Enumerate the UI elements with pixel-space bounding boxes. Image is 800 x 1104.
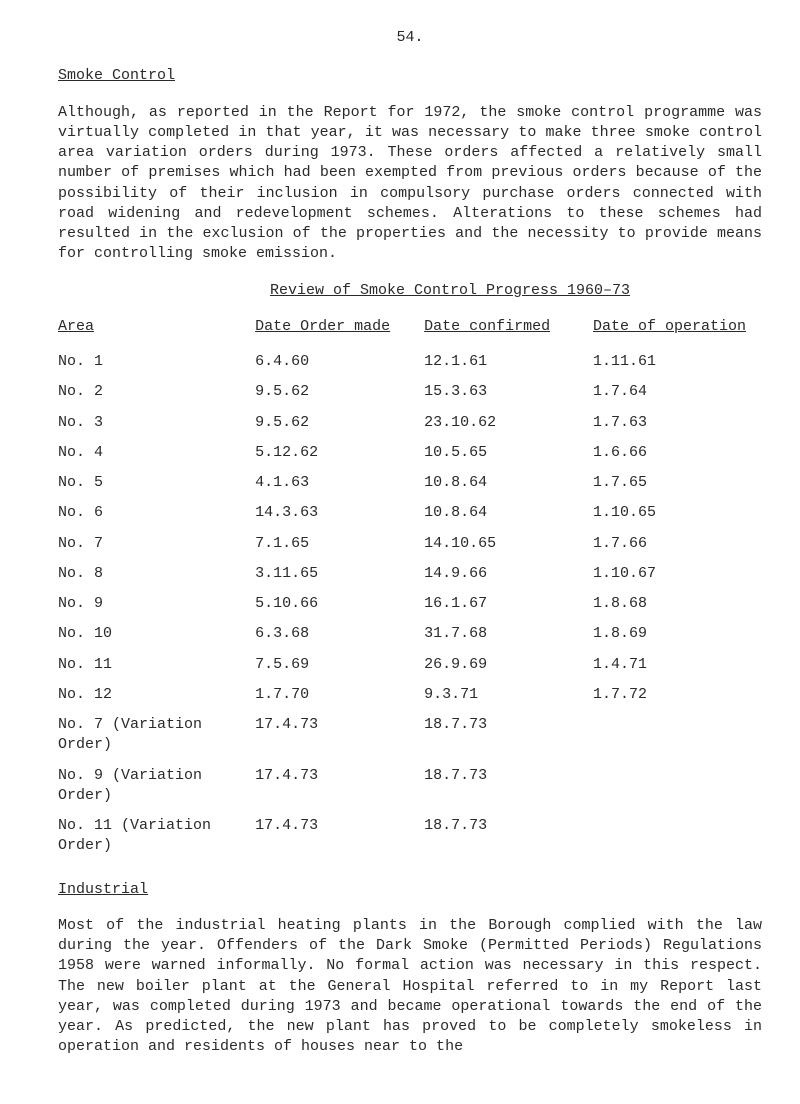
cell-operation: 1.7.66 xyxy=(593,529,762,559)
col-header-confirmed: Date confirmed xyxy=(424,313,593,347)
cell-confirmed: 12.1.61 xyxy=(424,347,593,377)
section-heading-industrial: Industrial xyxy=(58,880,762,900)
table-row: No. 39.5.6223.10.621.7.63 xyxy=(58,408,762,438)
review-title: Review of Smoke Control Progress 1960–73 xyxy=(138,281,762,301)
col-header-area: Area xyxy=(58,313,255,347)
page-number: 54. xyxy=(58,28,762,48)
cell-area: No. 7 xyxy=(58,529,255,559)
cell-operation: 1.6.66 xyxy=(593,438,762,468)
cell-confirmed: 14.9.66 xyxy=(424,559,593,589)
cell-area: No. 6 xyxy=(58,498,255,528)
cell-made: 5.12.62 xyxy=(255,438,424,468)
cell-made: 7.5.69 xyxy=(255,650,424,680)
cell-made: 7.1.65 xyxy=(255,529,424,559)
cell-made: 17.4.73 xyxy=(255,710,424,761)
cell-operation: 1.11.61 xyxy=(593,347,762,377)
cell-confirmed: 10.5.65 xyxy=(424,438,593,468)
cell-made: 14.3.63 xyxy=(255,498,424,528)
table-row: No. 7 (Variation Order)17.4.7318.7.73 xyxy=(58,710,762,761)
cell-confirmed: 23.10.62 xyxy=(424,408,593,438)
cell-confirmed: 18.7.73 xyxy=(424,710,593,761)
table-row: No. 121.7.709.3.711.7.72 xyxy=(58,680,762,710)
cell-area: No. 10 xyxy=(58,619,255,649)
cell-made: 3.11.65 xyxy=(255,559,424,589)
cell-operation xyxy=(593,761,762,812)
table-row: No. 117.5.6926.9.691.4.71 xyxy=(58,650,762,680)
table-row: No. 614.3.6310.8.641.10.65 xyxy=(58,498,762,528)
review-table: Area Date Order made Date confirmed Date… xyxy=(58,313,762,862)
paragraph-intro: Although, as reported in the Report for … xyxy=(58,103,762,265)
cell-confirmed: 18.7.73 xyxy=(424,761,593,812)
cell-area: No. 9 xyxy=(58,589,255,619)
cell-operation: 1.8.69 xyxy=(593,619,762,649)
cell-confirmed: 15.3.63 xyxy=(424,377,593,407)
cell-operation: 1.7.64 xyxy=(593,377,762,407)
table-row: No. 29.5.6215.3.631.7.64 xyxy=(58,377,762,407)
table-row: No. 45.12.6210.5.651.6.66 xyxy=(58,438,762,468)
cell-made: 1.7.70 xyxy=(255,680,424,710)
table-body: No. 16.4.6012.1.611.11.61 No. 29.5.6215.… xyxy=(58,347,762,862)
cell-area: No. 1 xyxy=(58,347,255,377)
table-row: No. 95.10.6616.1.671.8.68 xyxy=(58,589,762,619)
cell-made: 6.4.60 xyxy=(255,347,424,377)
table-row: No. 9 (Variation Order)17.4.7318.7.73 xyxy=(58,761,762,812)
table-row: No. 11 (Variation Order)17.4.7318.7.73 xyxy=(58,811,762,862)
cell-operation: 1.4.71 xyxy=(593,650,762,680)
cell-confirmed: 26.9.69 xyxy=(424,650,593,680)
paragraph-industrial: Most of the industrial heating plants in… xyxy=(58,916,762,1058)
cell-area: No. 4 xyxy=(58,438,255,468)
cell-confirmed: 10.8.64 xyxy=(424,498,593,528)
col-header-operation: Date of operation xyxy=(593,313,762,347)
table-row: No. 106.3.6831.7.681.8.69 xyxy=(58,619,762,649)
cell-confirmed: 31.7.68 xyxy=(424,619,593,649)
table-header-row: Area Date Order made Date confirmed Date… xyxy=(58,313,762,347)
cell-operation: 1.7.72 xyxy=(593,680,762,710)
cell-made: 6.3.68 xyxy=(255,619,424,649)
cell-area: No. 7 (Variation Order) xyxy=(58,710,255,761)
cell-confirmed: 10.8.64 xyxy=(424,468,593,498)
cell-made: 9.5.62 xyxy=(255,377,424,407)
cell-area: No. 3 xyxy=(58,408,255,438)
cell-area: No. 11 xyxy=(58,650,255,680)
cell-area: No. 2 xyxy=(58,377,255,407)
cell-operation: 1.8.68 xyxy=(593,589,762,619)
cell-area: No. 11 (Variation Order) xyxy=(58,811,255,862)
cell-made: 5.10.66 xyxy=(255,589,424,619)
cell-confirmed: 9.3.71 xyxy=(424,680,593,710)
cell-area: No. 8 xyxy=(58,559,255,589)
cell-operation xyxy=(593,811,762,862)
section-heading-smoke-control: Smoke Control xyxy=(58,66,762,86)
cell-operation xyxy=(593,710,762,761)
page: 54. Smoke Control Although, as reported … xyxy=(0,0,800,1104)
cell-operation: 1.7.63 xyxy=(593,408,762,438)
cell-area: No. 12 xyxy=(58,680,255,710)
cell-area: No. 5 xyxy=(58,468,255,498)
table-row: No. 16.4.6012.1.611.11.61 xyxy=(58,347,762,377)
cell-made: 9.5.62 xyxy=(255,408,424,438)
cell-operation: 1.10.67 xyxy=(593,559,762,589)
cell-area: No. 9 (Variation Order) xyxy=(58,761,255,812)
cell-made: 17.4.73 xyxy=(255,761,424,812)
cell-made: 4.1.63 xyxy=(255,468,424,498)
cell-made: 17.4.73 xyxy=(255,811,424,862)
col-header-made: Date Order made xyxy=(255,313,424,347)
cell-confirmed: 14.10.65 xyxy=(424,529,593,559)
table-row: No. 83.11.6514.9.661.10.67 xyxy=(58,559,762,589)
table-row: No. 54.1.6310.8.641.7.65 xyxy=(58,468,762,498)
table-row: No. 77.1.6514.10.651.7.66 xyxy=(58,529,762,559)
cell-confirmed: 18.7.73 xyxy=(424,811,593,862)
cell-operation: 1.10.65 xyxy=(593,498,762,528)
cell-operation: 1.7.65 xyxy=(593,468,762,498)
cell-confirmed: 16.1.67 xyxy=(424,589,593,619)
